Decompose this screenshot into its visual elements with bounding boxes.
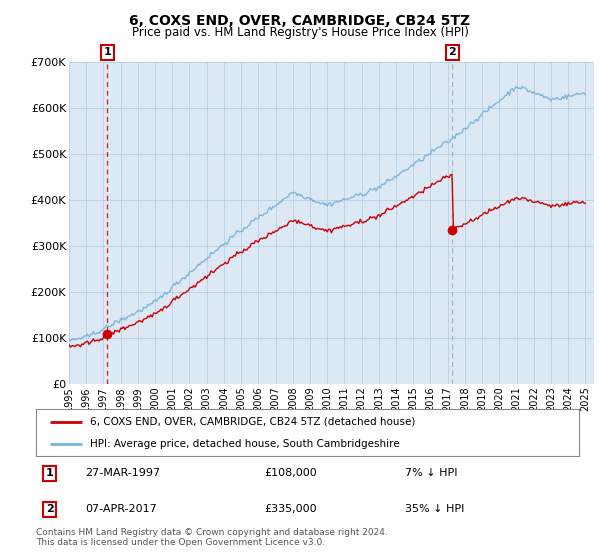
Text: 2: 2	[448, 48, 456, 58]
Text: 7% ↓ HPI: 7% ↓ HPI	[405, 468, 458, 478]
Text: 1: 1	[46, 468, 53, 478]
Text: Contains HM Land Registry data © Crown copyright and database right 2024.
This d: Contains HM Land Registry data © Crown c…	[36, 528, 388, 547]
Text: 2: 2	[46, 505, 53, 515]
Text: 6, COXS END, OVER, CAMBRIDGE, CB24 5TZ (detached house): 6, COXS END, OVER, CAMBRIDGE, CB24 5TZ (…	[91, 417, 416, 427]
Text: £108,000: £108,000	[264, 468, 317, 478]
Text: £335,000: £335,000	[264, 505, 317, 515]
Text: 1: 1	[104, 48, 111, 58]
Text: 27-MAR-1997: 27-MAR-1997	[85, 468, 160, 478]
Text: HPI: Average price, detached house, South Cambridgeshire: HPI: Average price, detached house, Sout…	[91, 438, 400, 449]
Text: 07-APR-2017: 07-APR-2017	[85, 505, 157, 515]
Text: 35% ↓ HPI: 35% ↓ HPI	[405, 505, 464, 515]
Text: Price paid vs. HM Land Registry's House Price Index (HPI): Price paid vs. HM Land Registry's House …	[131, 26, 469, 39]
Text: 6, COXS END, OVER, CAMBRIDGE, CB24 5TZ: 6, COXS END, OVER, CAMBRIDGE, CB24 5TZ	[130, 14, 470, 28]
